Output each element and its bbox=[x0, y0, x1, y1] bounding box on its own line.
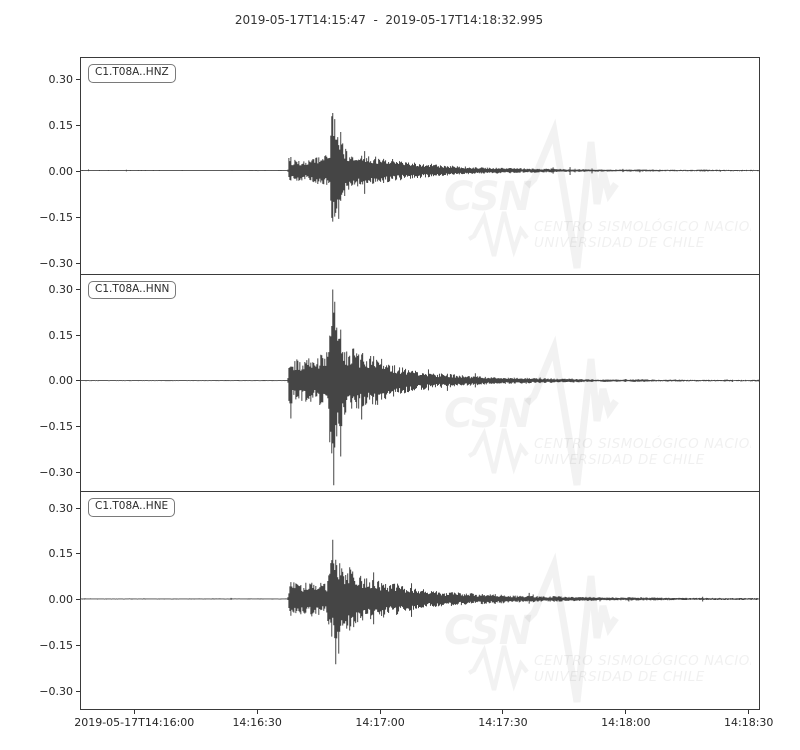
channel-label-hnz: C1.T08A..HNZ bbox=[88, 64, 176, 83]
x-tick-label: 2019-05-17T14:16:00 bbox=[74, 715, 195, 729]
plot-area: CSN CENTRO SISMOLÓGICO NACIONAL UNIVERSI… bbox=[39, 57, 773, 729]
y-tick-mark bbox=[76, 288, 80, 290]
y-tick-label: 0.30 bbox=[48, 501, 74, 515]
y-tick-mark bbox=[76, 507, 80, 509]
y-tick-label: 0.00 bbox=[48, 165, 74, 179]
y-tick-mark bbox=[76, 471, 80, 473]
seismogram-panel-hnn: CSN CENTRO SISMOLÓGICO NACIONAL UNIVERSI… bbox=[39, 274, 760, 493]
y-tick-mark bbox=[76, 599, 80, 601]
y-tick-label: 0.00 bbox=[48, 593, 74, 607]
y-tick-mark bbox=[76, 690, 80, 692]
x-tick-mark bbox=[625, 709, 627, 714]
x-tick-label: 14:18:30 bbox=[724, 715, 774, 729]
y-tick-label: 0.15 bbox=[48, 547, 74, 561]
y-tick-label: 0.30 bbox=[48, 282, 74, 296]
y-tick-label: −0.15 bbox=[39, 639, 73, 653]
y-tick-mark bbox=[76, 125, 80, 127]
y-tick-label: 0.15 bbox=[48, 328, 74, 342]
y-tick-mark bbox=[76, 425, 80, 427]
figure-title: 2019-05-17T14:15:47 - 2019-05-17T14:18:3… bbox=[234, 13, 544, 27]
x-tick-mark bbox=[748, 709, 750, 714]
channel-label-hnn: C1.T08A..HNN bbox=[88, 280, 177, 300]
y-tick-mark bbox=[76, 334, 80, 336]
y-tick-label: −0.30 bbox=[39, 256, 73, 270]
y-tick-label: −0.15 bbox=[39, 210, 73, 224]
y-tick-label: −0.30 bbox=[39, 465, 73, 479]
y-tick-mark bbox=[76, 79, 80, 81]
waveform-trace bbox=[81, 289, 759, 485]
waveform-plot-hne bbox=[81, 540, 759, 665]
waveform-trace bbox=[81, 113, 759, 222]
y-tick-mark bbox=[76, 171, 80, 173]
x-tick-label: 14:16:30 bbox=[232, 715, 282, 729]
y-tick-label: 0.00 bbox=[48, 374, 74, 388]
x-tick-mark bbox=[379, 709, 381, 714]
x-tick-mark bbox=[256, 709, 258, 714]
y-tick-label: 0.15 bbox=[48, 119, 74, 133]
x-tick-mark bbox=[133, 709, 135, 714]
x-tick-mark bbox=[502, 709, 504, 714]
y-tick-mark bbox=[76, 380, 80, 382]
seismogram-panel-hne: CSN CENTRO SISMOLÓGICO NACIONAL UNIVERSI… bbox=[39, 492, 773, 729]
y-tick-label: 0.30 bbox=[48, 73, 74, 87]
y-tick-mark bbox=[76, 262, 80, 264]
y-tick-mark bbox=[76, 216, 80, 218]
x-tick-label: 14:17:30 bbox=[478, 715, 528, 729]
y-tick-label: −0.15 bbox=[39, 419, 73, 433]
waveform-plot-hnz bbox=[81, 113, 759, 222]
y-tick-mark bbox=[76, 645, 80, 647]
x-tick-label: 14:18:00 bbox=[601, 715, 651, 729]
channel-label-hne: C1.T08A..HNE bbox=[88, 498, 176, 517]
x-tick-label: 14:17:00 bbox=[355, 715, 405, 729]
waveform-trace bbox=[81, 540, 759, 665]
waveform-plot-hnn bbox=[81, 289, 759, 485]
y-tick-label: −0.30 bbox=[39, 684, 73, 698]
seismogram-panel-hnz: CSN CENTRO SISMOLÓGICO NACIONAL UNIVERSI… bbox=[39, 57, 760, 275]
y-tick-mark bbox=[76, 553, 80, 555]
